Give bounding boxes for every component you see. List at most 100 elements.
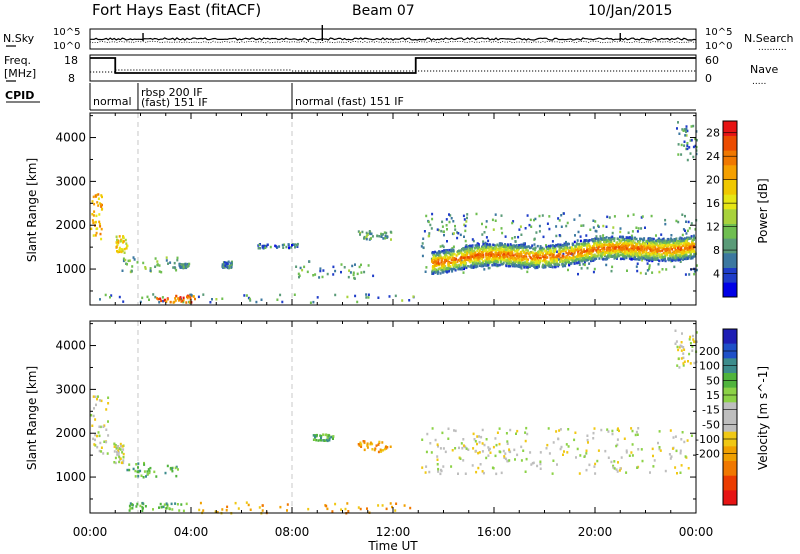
band-cell (594, 239, 597, 243)
band-cell (545, 245, 548, 249)
range-cell (186, 295, 188, 298)
range-cell (685, 130, 687, 134)
band-cell (552, 247, 555, 250)
range-cell (98, 222, 101, 226)
range-cell (611, 429, 614, 433)
band-cell (652, 237, 655, 241)
range-cell (593, 465, 596, 468)
band-cell (523, 250, 526, 254)
x-tick-label: 00:00 (73, 525, 108, 539)
band-cell (620, 235, 623, 239)
range-cell (508, 459, 511, 462)
range-cell (577, 272, 579, 276)
band-cell (561, 254, 564, 257)
range-cell (114, 456, 117, 460)
range-cell (354, 294, 357, 298)
nsearch-tick-low: 10^0 (705, 41, 732, 52)
range-cell (477, 466, 480, 470)
band-cell (675, 250, 678, 253)
band-cell (620, 248, 623, 251)
nsky-line (90, 37, 697, 41)
band-cell (528, 254, 531, 257)
band-cell (499, 243, 502, 247)
range-cell (118, 295, 121, 299)
range-cell (105, 408, 108, 411)
range-cell (525, 426, 528, 430)
band-cell (557, 243, 560, 246)
band-cell (606, 239, 609, 242)
range-cell (322, 433, 325, 436)
band-cell (482, 243, 485, 246)
band-cell (580, 249, 583, 252)
nave-tick-high: 60 (705, 54, 719, 67)
range-cell (423, 230, 426, 233)
range-cell (451, 247, 454, 250)
range-cell (275, 245, 278, 248)
range-cell (440, 229, 443, 233)
range-cell (677, 348, 680, 352)
band-cell (457, 258, 460, 262)
band-cell (639, 256, 642, 259)
band-cell (577, 261, 580, 264)
band-cell (642, 245, 645, 248)
band-cell (502, 248, 505, 251)
range-cell (557, 217, 560, 220)
band-cell (671, 248, 674, 251)
band-cell (568, 249, 571, 252)
band-cell (565, 259, 568, 262)
range-cell (555, 430, 558, 433)
range-cell (674, 329, 677, 332)
range-cell (681, 431, 684, 434)
range-cell (384, 234, 387, 238)
range-cell (631, 443, 634, 446)
range-cell (574, 255, 577, 259)
band-cell (511, 264, 514, 267)
range-cell (465, 447, 468, 450)
band-cell (561, 265, 564, 268)
band-cell (523, 244, 526, 247)
band-cell (484, 246, 487, 250)
band-cell (662, 251, 665, 255)
band-cell (579, 251, 582, 255)
freq-tick-low: 8 (68, 72, 75, 85)
range-cell (632, 213, 635, 216)
range-cell (626, 269, 628, 272)
band-cell (471, 263, 474, 267)
band-cell (441, 266, 444, 269)
range-cell (259, 247, 261, 250)
band-cell (468, 244, 471, 248)
band-cell (534, 254, 537, 257)
band-cell (433, 258, 436, 262)
range-cell (132, 467, 135, 471)
band-cell (671, 256, 674, 259)
range-cell (143, 461, 145, 465)
range-cell (91, 424, 94, 427)
range-cell (514, 240, 517, 243)
range-cell (169, 261, 172, 264)
band-cell (458, 263, 460, 267)
range-cell (635, 226, 638, 229)
range-cell (541, 214, 544, 217)
band-cell (516, 264, 519, 268)
band-cell (689, 237, 692, 240)
range-cell (635, 265, 638, 268)
range-cell (674, 342, 677, 345)
range-cell (99, 225, 102, 228)
band-cell (693, 242, 696, 246)
range-cell (360, 263, 362, 267)
range-cell (485, 220, 488, 223)
range-cell (695, 268, 698, 272)
band-cell (447, 264, 450, 267)
band-cell (669, 251, 672, 254)
range-cell (357, 230, 360, 233)
range-cell (664, 222, 667, 226)
range-cell (128, 468, 131, 472)
band-cell (539, 246, 542, 250)
band-cell (687, 257, 690, 260)
y-tick-label: 4000 (55, 131, 86, 145)
band-cell (542, 247, 545, 251)
range-cell (526, 270, 529, 274)
range-cell (126, 263, 128, 266)
band-cell (541, 249, 544, 252)
band-cell (495, 264, 498, 267)
